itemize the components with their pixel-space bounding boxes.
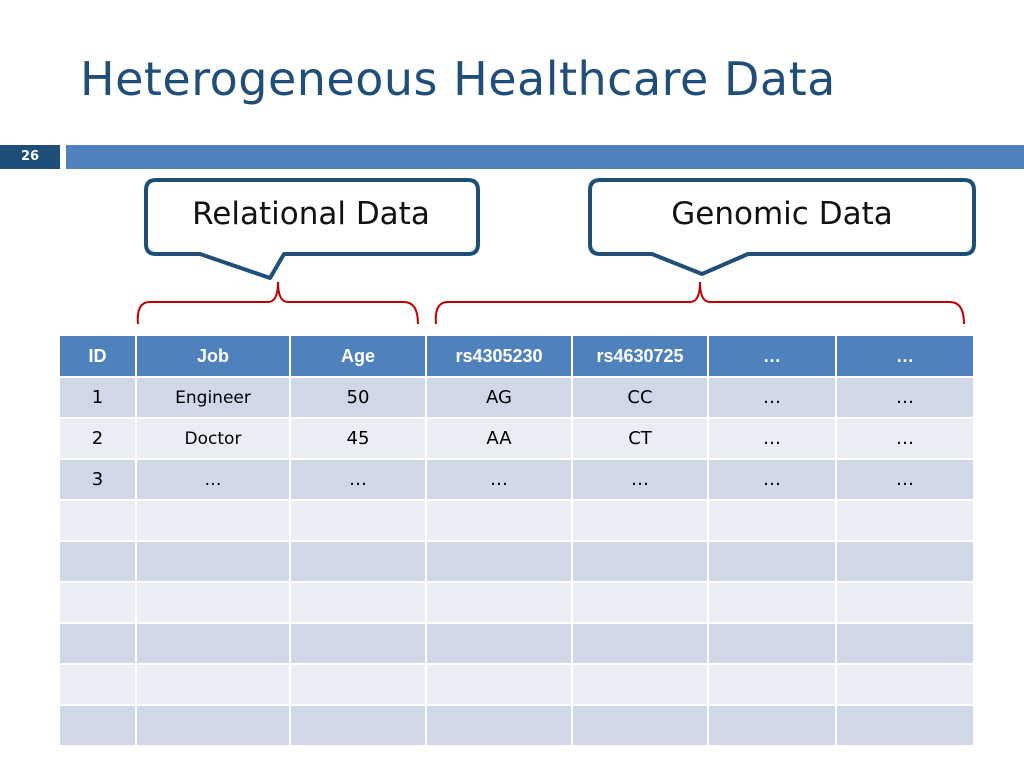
table-cell: … — [836, 418, 973, 460]
table-cell — [136, 664, 291, 706]
table-cell: Engineer — [136, 377, 291, 419]
table-cell: … — [426, 459, 573, 501]
table-cell — [136, 500, 291, 542]
column-header-ellipsis: … — [836, 336, 973, 378]
table-cell — [290, 500, 427, 542]
table-cell — [836, 664, 973, 706]
table-row: 3……………… — [60, 459, 973, 501]
table-row — [60, 582, 973, 624]
table-row — [60, 541, 973, 583]
table-cell — [572, 500, 709, 542]
genomic-bracket — [434, 281, 965, 325]
table-cell — [290, 705, 427, 747]
table-cell: … — [572, 459, 709, 501]
relational-bracket — [136, 281, 419, 325]
table-header-row: ID Job Age rs4305230 rs4630725 … … — [60, 336, 973, 378]
table-row — [60, 664, 973, 706]
table-cell: … — [708, 459, 837, 501]
table-cell — [836, 541, 973, 583]
table-row: 1 Engineer 50 AG CC…… — [60, 377, 973, 419]
table-row — [60, 500, 973, 542]
header-accent-bar — [66, 145, 1024, 169]
table-cell: AA — [426, 418, 573, 460]
callouts-graphic — [136, 178, 976, 325]
table-cell — [136, 623, 291, 665]
table-cell — [136, 582, 291, 624]
table-cell: 2 — [60, 418, 137, 460]
table-cell — [290, 541, 427, 583]
column-header-rs4630725: rs4630725 — [572, 336, 709, 378]
table-cell — [708, 705, 837, 747]
table-cell — [836, 500, 973, 542]
data-table: ID Job Age rs4305230 rs4630725 … … 1 Engi… — [60, 336, 973, 747]
table-cell — [708, 582, 837, 624]
table-cell — [708, 500, 837, 542]
table-row: 2 Doctor 45 AA CT…… — [60, 418, 973, 460]
table-cell: CT — [572, 418, 709, 460]
table-cell — [60, 664, 137, 706]
table-cell — [836, 705, 973, 747]
column-header-ellipsis: … — [708, 336, 837, 378]
table-cell — [708, 623, 837, 665]
table-row — [60, 623, 973, 665]
relational-data-label: Relational Data — [192, 196, 430, 232]
table-cell — [426, 623, 573, 665]
table-cell — [60, 582, 137, 624]
table-cell — [290, 582, 427, 624]
table-cell: 45 — [290, 418, 427, 460]
page-number: 26 — [0, 145, 60, 169]
table-cell — [426, 582, 573, 624]
table-cell — [426, 500, 573, 542]
table-cell — [60, 623, 137, 665]
column-header-rs4305230: rs4305230 — [426, 336, 573, 378]
table-cell — [572, 664, 709, 706]
table-cell: 50 — [290, 377, 427, 419]
table-cell — [290, 623, 427, 665]
column-header-id: ID — [60, 336, 137, 378]
table-row — [60, 705, 973, 747]
table-cell: 1 — [60, 377, 137, 419]
table-cell — [708, 541, 837, 583]
relational-callout-bubble — [144, 178, 480, 280]
table-cell — [836, 582, 973, 624]
table-cell: CC — [572, 377, 709, 419]
table-cell — [572, 705, 709, 747]
table-cell — [708, 664, 837, 706]
table-cell — [426, 664, 573, 706]
table-cell — [60, 500, 137, 542]
table-cell — [572, 623, 709, 665]
table-cell — [290, 664, 427, 706]
column-header-age: Age — [290, 336, 427, 378]
table-cell — [60, 541, 137, 583]
table-cell — [572, 582, 709, 624]
table-cell: … — [708, 418, 837, 460]
genomic-data-label: Genomic Data — [671, 196, 893, 232]
table-body: 1 Engineer 50 AG CC…… 2 Doctor 45 AA CT…… 3……………… — [60, 377, 973, 747]
table-cell: … — [836, 377, 973, 419]
table-cell — [572, 541, 709, 583]
table-cell — [136, 705, 291, 747]
table-cell: 3 — [60, 459, 137, 501]
table-cell: … — [836, 459, 973, 501]
table-cell: … — [290, 459, 427, 501]
slide-title: Heterogeneous Healthcare Data — [80, 52, 836, 106]
table-cell — [836, 623, 973, 665]
table-cell: … — [708, 377, 837, 419]
column-header-job: Job — [136, 336, 291, 378]
table-cell — [426, 705, 573, 747]
table-cell — [136, 541, 291, 583]
table-cell — [60, 705, 137, 747]
table-cell: … — [136, 459, 291, 501]
table-cell — [426, 541, 573, 583]
table-cell: AG — [426, 377, 573, 419]
genomic-callout-bubble — [588, 178, 976, 276]
table-cell: Doctor — [136, 418, 291, 460]
